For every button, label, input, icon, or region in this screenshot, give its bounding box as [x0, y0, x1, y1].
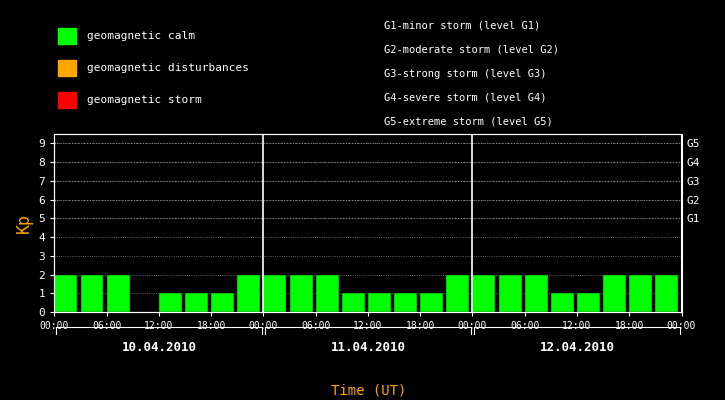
Text: 12.04.2010: 12.04.2010	[539, 341, 615, 354]
Bar	[655, 274, 679, 312]
Text: geomagnetic calm: geomagnetic calm	[87, 31, 195, 41]
Bar	[237, 274, 260, 312]
Text: geomagnetic storm: geomagnetic storm	[87, 95, 202, 105]
Bar	[577, 293, 600, 312]
Bar	[551, 293, 574, 312]
Text: G1-minor storm (level G1): G1-minor storm (level G1)	[384, 21, 541, 31]
Y-axis label: Kp: Kp	[15, 213, 33, 233]
Bar	[473, 274, 495, 312]
Text: G2-moderate storm (level G2): G2-moderate storm (level G2)	[384, 45, 559, 55]
Text: G4-severe storm (level G4): G4-severe storm (level G4)	[384, 93, 547, 103]
Text: geomagnetic disturbances: geomagnetic disturbances	[87, 63, 249, 73]
Bar	[211, 293, 234, 312]
Bar	[368, 293, 391, 312]
Text: G5-extreme storm (level G5): G5-extreme storm (level G5)	[384, 117, 553, 127]
Bar	[629, 274, 652, 312]
Bar	[341, 293, 365, 312]
Bar	[394, 293, 417, 312]
Bar	[263, 274, 286, 312]
Text: G3-strong storm (level G3): G3-strong storm (level G3)	[384, 69, 547, 79]
Bar	[289, 274, 312, 312]
Bar	[525, 274, 547, 312]
Bar	[159, 293, 182, 312]
Bar	[499, 274, 521, 312]
Bar	[185, 293, 208, 312]
Text: 11.04.2010: 11.04.2010	[331, 341, 405, 354]
Bar	[315, 274, 339, 312]
Bar	[54, 274, 78, 312]
Bar	[420, 293, 443, 312]
Text: Time (UT): Time (UT)	[331, 383, 406, 397]
Bar	[80, 274, 104, 312]
Bar	[447, 274, 469, 312]
Bar	[107, 274, 130, 312]
Bar	[603, 274, 626, 312]
Text: 10.04.2010: 10.04.2010	[121, 341, 196, 354]
